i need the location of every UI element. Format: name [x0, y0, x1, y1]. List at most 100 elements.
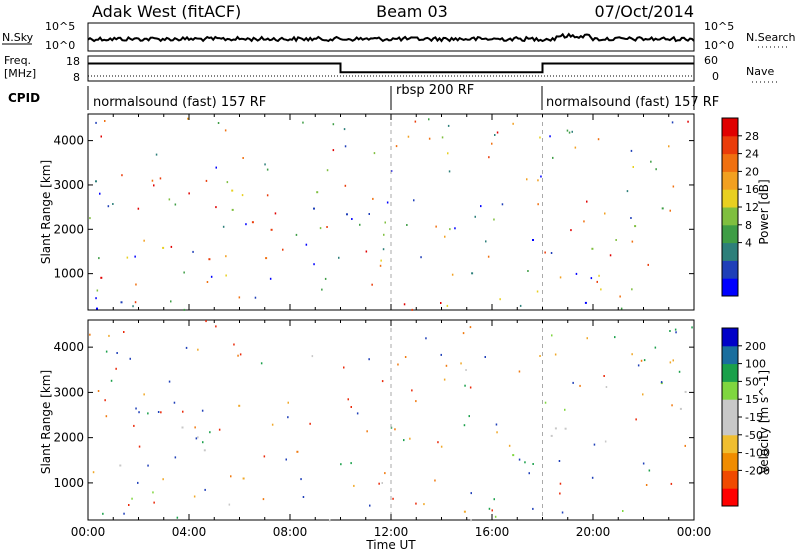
data-cell: [600, 288, 602, 291]
data-cell: [260, 362, 263, 365]
data-cell: [263, 455, 266, 458]
data-cell: [371, 283, 373, 286]
data-cell: [153, 184, 155, 187]
data-cell: [372, 197, 374, 200]
data-cell: [266, 194, 269, 197]
freq-label-line1: Freq.: [4, 54, 31, 67]
y-tick-label: 1000: [53, 476, 84, 490]
colorbar-segment: [722, 278, 738, 297]
data-cell: [647, 263, 649, 266]
x-tick-label: 00:00: [677, 525, 712, 539]
data-cell: [604, 212, 606, 215]
data-cell: [185, 346, 188, 349]
data-cell: [168, 380, 171, 383]
colorbar-segment: [722, 381, 738, 400]
data-cell: [443, 378, 446, 381]
data-cell: [544, 251, 546, 254]
y-tick-label: 3000: [53, 178, 84, 192]
data-cell: [384, 221, 386, 224]
data-cell: [441, 136, 444, 139]
data-cell: [133, 424, 135, 427]
data-cell: [197, 348, 199, 351]
data-cell: [215, 166, 217, 169]
data-cell: [251, 221, 254, 224]
data-cell: [451, 273, 454, 276]
cpid-segment-2: rbsp 200 RF: [396, 83, 474, 98]
colorbar-segment: [722, 153, 738, 172]
data-cell: [287, 401, 289, 404]
data-cell: [499, 298, 501, 301]
colorbar-tick-label: 15: [745, 393, 759, 406]
data-cell: [202, 441, 204, 444]
data-cell: [539, 136, 541, 139]
data-cell: [386, 201, 389, 204]
data-cell: [217, 122, 220, 124]
data-cell: [470, 492, 472, 495]
data-cell: [344, 184, 347, 187]
data-cell: [120, 301, 123, 304]
data-cell: [609, 254, 612, 257]
data-cell: [415, 502, 417, 505]
data-cell: [508, 444, 511, 447]
data-cell: [115, 367, 117, 370]
data-cell: [485, 240, 487, 243]
data-cell: [95, 180, 97, 183]
data-cell: [413, 199, 415, 202]
freq-tick-high: 18: [66, 55, 80, 68]
data-cell: [488, 507, 491, 510]
cpid-segment-3: normalsound (fast) 157 RF: [546, 95, 719, 110]
data-cell: [559, 492, 561, 495]
data-cell: [512, 122, 514, 125]
data-cell: [188, 192, 190, 195]
data-cell: [668, 145, 670, 148]
data-cell: [231, 189, 234, 192]
data-cell: [496, 131, 499, 134]
data-cell: [380, 259, 382, 262]
data-cell: [518, 370, 521, 373]
data-cell: [313, 263, 315, 266]
colorbar-segment: [722, 207, 738, 226]
data-cell: [591, 476, 594, 479]
data-cell: [238, 296, 241, 299]
data-cell: [134, 255, 136, 258]
data-cell: [444, 235, 446, 238]
data-cell: [524, 461, 526, 464]
data-cell: [332, 123, 335, 126]
colorbar-segment: [722, 345, 738, 365]
x-tick-label: 20:00: [576, 525, 611, 539]
data-cell: [550, 252, 553, 254]
cpid-row: CPID normalsound (fast) 157 RF rbsp 200 …: [8, 83, 719, 110]
data-cell: [89, 333, 91, 336]
data-cell: [637, 364, 640, 367]
data-cell: [305, 243, 308, 246]
data-cell: [155, 153, 158, 156]
data-cell: [208, 258, 211, 261]
data-cell: [162, 478, 164, 481]
y-tick-label: 3000: [53, 385, 84, 399]
data-cell: [605, 386, 608, 388]
data-cell: [463, 424, 466, 427]
data-cell: [494, 134, 496, 136]
data-cell: [586, 337, 588, 340]
data-cell: [672, 359, 674, 362]
noise-left-label: N.Sky: [2, 31, 34, 44]
frequency-trace: [88, 62, 694, 74]
data-cell: [518, 458, 521, 461]
data-cell: [368, 213, 370, 215]
y-tick-label: 4000: [53, 340, 84, 354]
data-cell: [669, 361, 672, 364]
data-cell: [311, 355, 314, 358]
data-cell: [684, 390, 687, 393]
data-cell: [262, 498, 265, 501]
data-cell: [537, 203, 539, 206]
data-cell: [266, 168, 269, 171]
data-cell: [406, 224, 408, 226]
data-cell: [369, 504, 371, 507]
x-tick-label: 04:00: [172, 525, 207, 539]
data-cell: [104, 399, 106, 402]
data-cell: [640, 359, 643, 362]
colorbar-segment: [722, 224, 738, 244]
data-cell: [123, 512, 125, 515]
data-cell: [474, 215, 476, 218]
data-cell: [630, 217, 632, 219]
